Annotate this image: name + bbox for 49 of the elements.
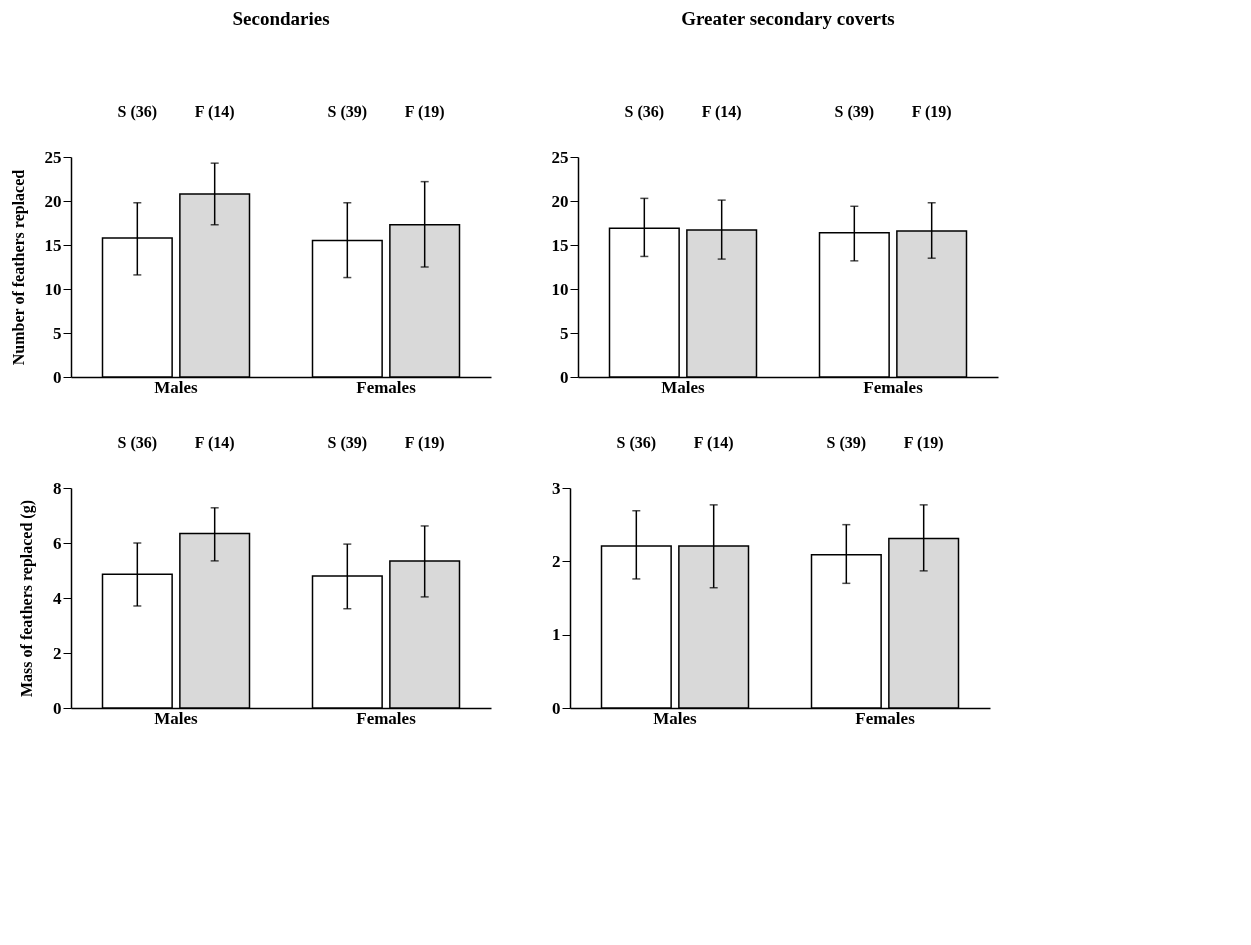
y-tick-label: 3	[552, 478, 561, 498]
text: F (14)	[701, 103, 742, 121]
y-tick-label: 15	[44, 235, 62, 255]
text: S (39)	[327, 103, 368, 121]
y-tick-label: 10	[44, 279, 62, 299]
y-tick-label: 20	[551, 191, 569, 211]
text: S (36)	[616, 434, 657, 452]
text: S (39)	[826, 434, 867, 452]
y-tick-label: 0	[53, 698, 62, 718]
y-tick-label: 2	[53, 643, 62, 663]
y-tick-label: 0	[53, 367, 62, 387]
x-tick-label: Females	[356, 377, 417, 397]
text: S (36)	[117, 434, 158, 452]
y-tick-label: 0	[552, 698, 561, 718]
y-tick-label: 4	[53, 588, 62, 608]
y-tick-label: 6	[53, 533, 62, 553]
text: F (14)	[194, 103, 235, 121]
text: F (19)	[903, 434, 944, 452]
x-tick-label: Males	[154, 377, 199, 397]
chart-title: Secondaries	[232, 8, 330, 29]
text: F (14)	[194, 434, 235, 452]
y-tick-label: 20	[44, 191, 62, 211]
x-tick-label: Females	[863, 377, 924, 397]
x-tick-label: Males	[661, 377, 706, 397]
text: F (19)	[911, 103, 952, 121]
y-axis-title: Mass of feathers replaced (g)	[18, 500, 36, 697]
text: S (36)	[624, 103, 665, 121]
y-tick-label: 5	[560, 323, 569, 343]
y-tick-label: 10	[551, 279, 569, 299]
chart-title: Greater secondary coverts	[681, 8, 895, 29]
y-axis-title: Number of feathers replaced	[9, 169, 28, 366]
y-tick-label: 5	[53, 323, 62, 343]
y-tick-label: 25	[551, 147, 569, 167]
y-tick-label: 8	[53, 478, 62, 498]
x-tick-label: Females	[855, 708, 916, 728]
y-tick-label: 15	[551, 235, 569, 255]
text: S (39)	[834, 103, 875, 121]
x-tick-label: Males	[653, 708, 698, 728]
text: S (36)	[117, 103, 158, 121]
text: F (14)	[693, 434, 734, 452]
text: S (39)	[327, 434, 368, 452]
x-tick-label: Females	[356, 708, 417, 728]
text: F (19)	[404, 103, 445, 121]
y-tick-label: 25	[44, 147, 62, 167]
y-tick-label: 2	[552, 551, 561, 571]
text: F (19)	[404, 434, 445, 452]
y-tick-label: 1	[552, 625, 561, 645]
x-tick-label: Males	[154, 708, 199, 728]
y-tick-label: 0	[560, 367, 569, 387]
